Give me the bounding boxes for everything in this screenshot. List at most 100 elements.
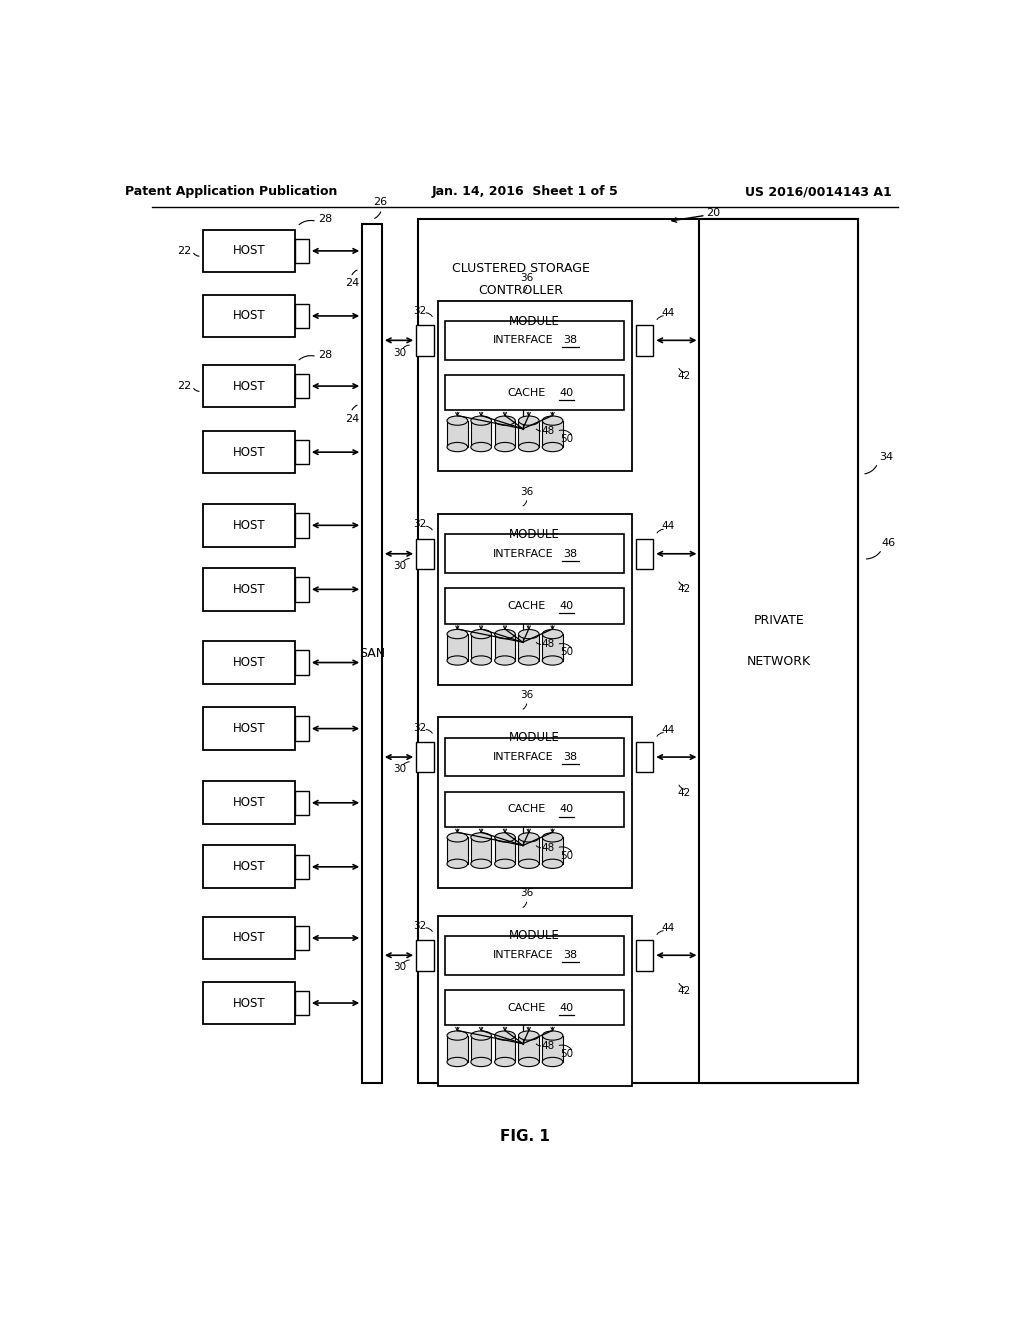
FancyBboxPatch shape xyxy=(416,539,433,569)
Text: MODULE: MODULE xyxy=(509,731,560,744)
FancyBboxPatch shape xyxy=(418,219,858,1084)
Text: HOST: HOST xyxy=(232,932,265,945)
FancyBboxPatch shape xyxy=(204,642,295,684)
FancyBboxPatch shape xyxy=(518,421,539,447)
Ellipse shape xyxy=(518,630,539,639)
Text: SAN: SAN xyxy=(359,647,385,660)
Text: 48: 48 xyxy=(542,842,555,853)
Ellipse shape xyxy=(447,859,468,869)
Ellipse shape xyxy=(471,833,492,842)
Text: INTERFACE: INTERFACE xyxy=(493,549,553,558)
Text: MODULE: MODULE xyxy=(509,528,560,541)
Ellipse shape xyxy=(495,416,515,425)
FancyBboxPatch shape xyxy=(437,718,632,888)
FancyBboxPatch shape xyxy=(204,504,295,546)
Ellipse shape xyxy=(495,859,515,869)
Ellipse shape xyxy=(447,1031,468,1040)
FancyBboxPatch shape xyxy=(362,224,382,1084)
Text: 48: 48 xyxy=(542,426,555,436)
FancyBboxPatch shape xyxy=(636,325,653,355)
Text: CLUSTERED STORAGE: CLUSTERED STORAGE xyxy=(452,261,590,275)
Text: HOST: HOST xyxy=(232,656,265,669)
Ellipse shape xyxy=(471,1057,492,1067)
Ellipse shape xyxy=(543,1031,563,1040)
FancyBboxPatch shape xyxy=(445,535,624,573)
Text: 42: 42 xyxy=(678,986,691,995)
Text: HOST: HOST xyxy=(232,997,265,1010)
FancyBboxPatch shape xyxy=(636,742,653,772)
Text: Patent Application Publication: Patent Application Publication xyxy=(125,185,337,198)
FancyBboxPatch shape xyxy=(636,539,653,569)
FancyBboxPatch shape xyxy=(204,294,295,338)
Text: 30: 30 xyxy=(393,561,407,572)
FancyBboxPatch shape xyxy=(295,717,309,741)
Text: 50: 50 xyxy=(560,1049,573,1059)
Text: FIG. 1: FIG. 1 xyxy=(500,1129,550,1143)
Text: 34: 34 xyxy=(879,451,893,462)
FancyBboxPatch shape xyxy=(295,791,309,814)
Ellipse shape xyxy=(543,1057,563,1067)
Text: US 2016/0014143 A1: US 2016/0014143 A1 xyxy=(745,185,892,198)
Text: 22: 22 xyxy=(177,246,191,256)
FancyBboxPatch shape xyxy=(204,916,295,960)
Text: HOST: HOST xyxy=(232,583,265,595)
FancyBboxPatch shape xyxy=(543,837,563,863)
FancyBboxPatch shape xyxy=(295,513,309,537)
FancyBboxPatch shape xyxy=(699,219,858,1084)
FancyBboxPatch shape xyxy=(471,634,492,660)
Text: HOST: HOST xyxy=(232,796,265,809)
Text: 36: 36 xyxy=(520,487,534,496)
Ellipse shape xyxy=(447,1057,468,1067)
Text: 24: 24 xyxy=(345,413,359,424)
Text: 38: 38 xyxy=(563,335,578,346)
FancyBboxPatch shape xyxy=(518,837,539,863)
Text: HOST: HOST xyxy=(232,380,265,392)
FancyBboxPatch shape xyxy=(495,634,515,660)
Text: 36: 36 xyxy=(520,888,534,898)
Ellipse shape xyxy=(495,833,515,842)
Ellipse shape xyxy=(447,630,468,639)
Text: HOST: HOST xyxy=(232,244,265,257)
Text: 40: 40 xyxy=(559,1003,573,1012)
FancyBboxPatch shape xyxy=(447,421,468,447)
Text: 26: 26 xyxy=(373,197,387,207)
FancyBboxPatch shape xyxy=(204,568,295,611)
Text: 44: 44 xyxy=(662,725,674,735)
Ellipse shape xyxy=(543,416,563,425)
Ellipse shape xyxy=(495,630,515,639)
FancyBboxPatch shape xyxy=(518,634,539,660)
Ellipse shape xyxy=(447,416,468,425)
Text: MODULE: MODULE xyxy=(509,314,560,327)
Ellipse shape xyxy=(471,1031,492,1040)
FancyBboxPatch shape xyxy=(445,589,624,624)
Ellipse shape xyxy=(518,1031,539,1040)
Ellipse shape xyxy=(543,833,563,842)
FancyBboxPatch shape xyxy=(543,421,563,447)
Ellipse shape xyxy=(471,416,492,425)
Ellipse shape xyxy=(518,1057,539,1067)
FancyBboxPatch shape xyxy=(471,1036,492,1063)
Text: 40: 40 xyxy=(559,388,573,397)
Text: 46: 46 xyxy=(882,539,895,548)
Text: 38: 38 xyxy=(563,549,578,558)
Ellipse shape xyxy=(471,442,492,451)
Text: 42: 42 xyxy=(678,371,691,381)
Text: 28: 28 xyxy=(317,350,332,359)
FancyBboxPatch shape xyxy=(437,515,632,685)
Ellipse shape xyxy=(495,656,515,665)
Text: 38: 38 xyxy=(563,950,578,960)
FancyBboxPatch shape xyxy=(495,1036,515,1063)
FancyBboxPatch shape xyxy=(437,916,632,1086)
Text: HOST: HOST xyxy=(232,722,265,735)
Text: MODULE: MODULE xyxy=(509,929,560,942)
Text: INTERFACE: INTERFACE xyxy=(493,335,553,346)
Text: 50: 50 xyxy=(560,647,573,657)
Ellipse shape xyxy=(518,442,539,451)
Text: CACHE: CACHE xyxy=(508,601,546,611)
Ellipse shape xyxy=(495,1031,515,1040)
Text: 36: 36 xyxy=(520,690,534,700)
Ellipse shape xyxy=(495,442,515,451)
Ellipse shape xyxy=(518,833,539,842)
FancyBboxPatch shape xyxy=(447,837,468,863)
FancyBboxPatch shape xyxy=(295,577,309,602)
